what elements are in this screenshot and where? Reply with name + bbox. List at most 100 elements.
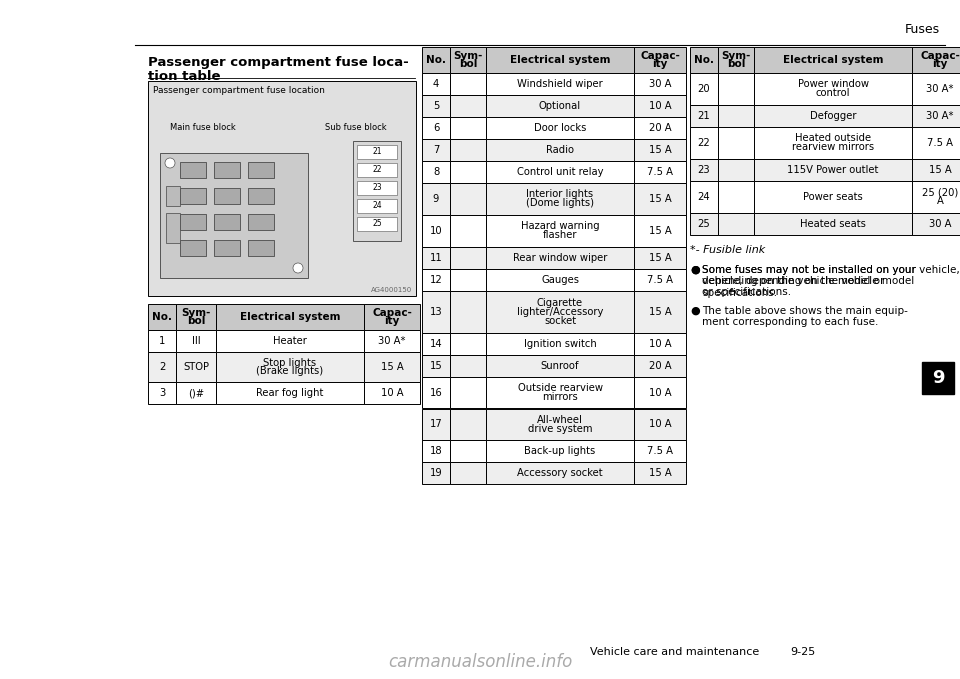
Text: lighter/Accessory: lighter/Accessory	[516, 307, 603, 316]
Text: 12: 12	[430, 275, 443, 285]
Bar	[486, 462, 634, 484]
Text: 10 A: 10 A	[381, 388, 403, 398]
Text: Outside rearview: Outside rearview	[517, 383, 603, 393]
Bar	[634, 291, 686, 333]
Bar	[690, 47, 718, 73]
Bar	[214, 188, 240, 204]
Text: 3: 3	[158, 388, 165, 398]
Text: 16: 16	[430, 388, 443, 397]
Text: Stop lights: Stop lights	[263, 358, 317, 367]
Bar	[450, 139, 486, 161]
Text: ity: ity	[384, 316, 399, 326]
Text: Sym-: Sym-	[721, 51, 751, 61]
Text: 21: 21	[372, 147, 382, 156]
Bar	[754, 181, 912, 213]
Text: 10: 10	[430, 226, 443, 236]
Text: 9: 9	[932, 369, 945, 387]
Bar	[176, 382, 216, 404]
Bar	[634, 269, 686, 291]
Bar	[357, 163, 397, 177]
Text: 7.5 A: 7.5 A	[647, 446, 673, 456]
Bar	[180, 240, 206, 256]
Bar	[486, 246, 634, 269]
Bar	[912, 127, 960, 159]
Text: Main fuse block: Main fuse block	[170, 123, 236, 132]
Text: Interior lights: Interior lights	[526, 189, 593, 200]
Bar	[176, 330, 216, 352]
Bar	[754, 159, 912, 181]
Text: 15 A: 15 A	[649, 253, 671, 263]
Bar	[450, 441, 486, 462]
Bar	[718, 105, 754, 127]
Bar	[148, 330, 176, 352]
Bar	[216, 352, 364, 382]
Text: ity: ity	[932, 59, 948, 69]
Bar	[912, 105, 960, 127]
Bar	[148, 352, 176, 382]
Text: 15 A: 15 A	[380, 362, 403, 372]
Bar	[634, 73, 686, 95]
Text: 9: 9	[433, 194, 439, 204]
Text: Hazard warning: Hazard warning	[520, 221, 599, 232]
Text: AG4000150: AG4000150	[371, 287, 412, 293]
Text: Defogger: Defogger	[809, 111, 856, 121]
Bar	[486, 333, 634, 354]
Bar	[690, 159, 718, 181]
Bar	[486, 161, 634, 183]
Text: 24: 24	[372, 202, 382, 210]
Text: 115V Power outlet: 115V Power outlet	[787, 165, 878, 175]
Bar	[634, 183, 686, 215]
Bar	[364, 330, 420, 352]
Text: ●: ●	[690, 306, 700, 316]
Text: 25: 25	[698, 219, 710, 229]
Text: The table above shows the main equip-: The table above shows the main equip-	[702, 306, 908, 316]
Text: III: III	[192, 336, 201, 346]
Text: STOP: STOP	[183, 362, 209, 372]
Bar	[486, 215, 634, 246]
Bar	[148, 81, 416, 296]
Bar	[754, 213, 912, 235]
Text: 7.5 A: 7.5 A	[647, 275, 673, 285]
Text: Sunroof: Sunroof	[540, 361, 579, 371]
Bar	[634, 139, 686, 161]
Text: Capac-: Capac-	[920, 51, 960, 61]
Text: 15: 15	[430, 361, 443, 371]
Bar	[718, 47, 754, 73]
Bar	[634, 47, 686, 73]
Text: control: control	[816, 88, 851, 98]
Bar	[248, 240, 274, 256]
Bar	[450, 333, 486, 354]
Bar	[357, 145, 397, 159]
Text: Radio: Radio	[546, 145, 574, 155]
Bar	[486, 139, 634, 161]
Bar	[216, 382, 364, 404]
Text: Sub fuse block: Sub fuse block	[325, 123, 387, 132]
Bar	[754, 47, 912, 73]
Bar	[180, 162, 206, 178]
Bar	[450, 73, 486, 95]
Text: *- Fusible link: *- Fusible link	[690, 244, 765, 255]
Bar	[486, 183, 634, 215]
Text: Some fuses may not be installed on your: Some fuses may not be installed on your	[702, 265, 916, 275]
Text: 11: 11	[430, 253, 443, 263]
Text: Some fuses may not be installed on your vehicle, depending on the vehicle model : Some fuses may not be installed on your …	[702, 265, 960, 298]
Text: Control unit relay: Control unit relay	[516, 167, 603, 177]
Bar	[216, 304, 364, 330]
Bar	[148, 304, 176, 330]
Text: Fuses: Fuses	[905, 23, 940, 36]
Bar	[690, 105, 718, 127]
Bar	[450, 354, 486, 377]
Bar	[364, 352, 420, 382]
Text: Capac-: Capac-	[640, 51, 680, 61]
Bar	[634, 333, 686, 354]
Bar	[450, 117, 486, 139]
Bar	[176, 352, 216, 382]
Text: 30 A*: 30 A*	[926, 111, 953, 121]
Text: No.: No.	[426, 55, 446, 65]
Text: 13: 13	[430, 307, 443, 316]
Text: Rear window wiper: Rear window wiper	[513, 253, 607, 263]
Bar	[486, 117, 634, 139]
Bar	[214, 162, 240, 178]
Bar	[486, 73, 634, 95]
Bar	[718, 213, 754, 235]
